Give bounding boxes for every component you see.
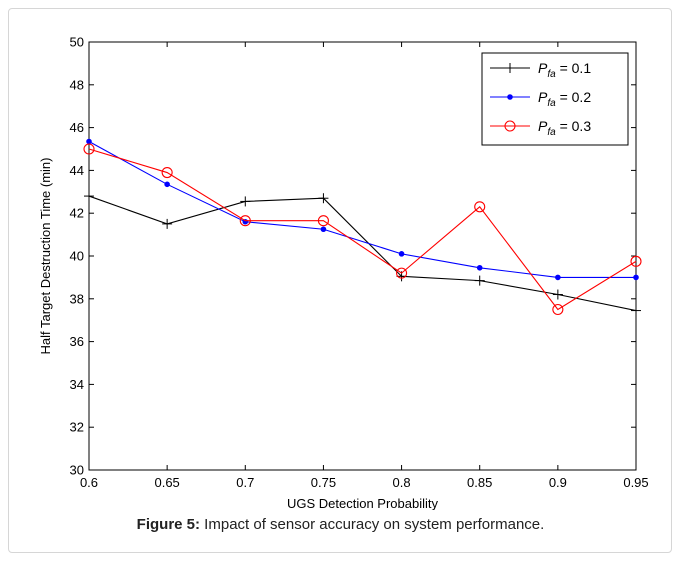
- series-3-point: [552, 303, 564, 316]
- x-tick-label: 0.85: [467, 475, 492, 490]
- y-tick-label: 42: [70, 206, 84, 221]
- x-tick-label: 0.95: [623, 475, 648, 490]
- y-tick-label: 50: [70, 35, 84, 50]
- series-2-point: [633, 274, 639, 281]
- series-2-point: [86, 138, 92, 145]
- legend-entry-1: Pfa = 0.1: [538, 60, 591, 80]
- legend-entry-2: Pfa = 0.2: [538, 89, 591, 109]
- series-2-point: [320, 226, 327, 233]
- series-1-point: [318, 193, 329, 204]
- x-tick-label: 0.8: [393, 475, 411, 490]
- y-tick-label: 32: [70, 420, 84, 435]
- legend-marker-3: [504, 120, 516, 132]
- y-tick-label: 30: [70, 463, 84, 478]
- series-3-point: [161, 166, 173, 179]
- y-tick-label: 40: [70, 249, 84, 264]
- series-1-point: [631, 305, 641, 316]
- series-1-point: [474, 275, 485, 286]
- series-1-point: [552, 289, 563, 300]
- series-3-point: [239, 215, 251, 227]
- x-axis-label: UGS Detection Probability: [287, 496, 439, 510]
- legend-marker-2: [507, 94, 513, 100]
- caption-label: Figure 5:: [136, 516, 201, 533]
- y-tick-label: 46: [70, 120, 84, 135]
- series-3-point: [474, 201, 486, 213]
- series-line-3: [88, 148, 637, 311]
- y-tick-label: 36: [70, 334, 84, 349]
- series-3-point: [396, 267, 408, 279]
- caption-text: Impact of sensor accuracy on system perf…: [200, 516, 545, 533]
- x-tick-label: 0.7: [236, 475, 254, 490]
- x-tick-label: 0.75: [311, 475, 336, 490]
- line-chart: 0.6 0.65 0.7 0.75 0.8 0.85 0.9 0.95 30 32 34 36 38 40…: [38, 35, 649, 511]
- series-3-point: [317, 215, 329, 227]
- legend-marker-1: [505, 63, 515, 73]
- series-1-point: [84, 191, 94, 202]
- x-tick-label: 0.6: [80, 475, 98, 490]
- series-2-point: [555, 274, 561, 281]
- series-2-point: [164, 181, 170, 188]
- y-axis-label: Half Target Destruction Time (min): [38, 158, 53, 355]
- series-2-point: [476, 264, 483, 271]
- y-tick-label: 44: [70, 163, 84, 178]
- series-1-point: [240, 196, 251, 207]
- y-tick-label: 34: [70, 377, 84, 392]
- series-2-point: [398, 251, 405, 257]
- series-3-point: [630, 255, 642, 267]
- x-tick-label: 0.65: [154, 475, 179, 490]
- y-tick-label: 48: [70, 77, 84, 92]
- x-tick-label: 0.9: [549, 475, 567, 490]
- series-1-point: [162, 218, 173, 229]
- figure-caption: Figure 5: Impact of sensor accuracy on s…: [0, 516, 681, 533]
- y-tick-label: 38: [70, 291, 84, 306]
- series-3-point: [83, 143, 95, 155]
- legend-entry-3: Pfa = 0.3: [538, 118, 591, 138]
- series-line-2: [88, 141, 636, 278]
